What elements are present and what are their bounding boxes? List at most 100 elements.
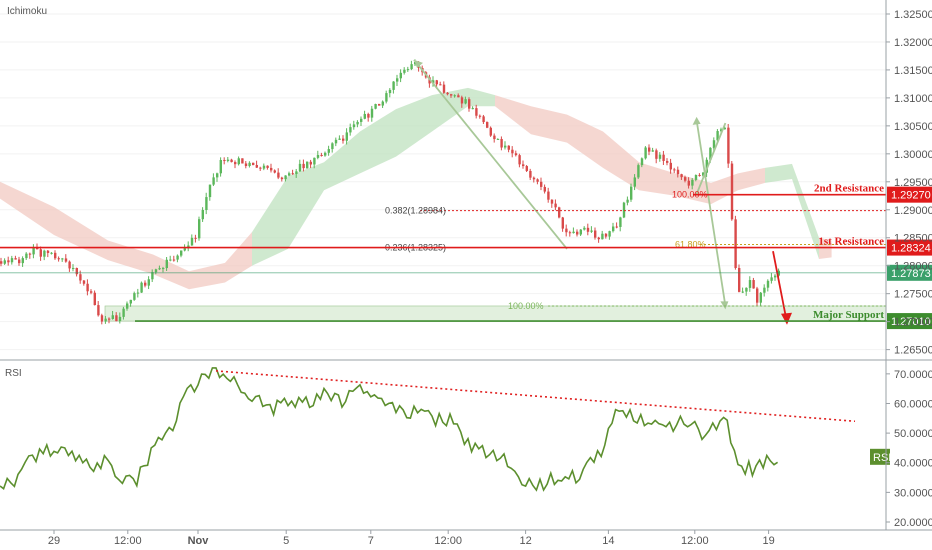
candle-body[interactable] (298, 163, 302, 172)
candle-body[interactable] (241, 158, 244, 164)
candle-body[interactable] (230, 159, 233, 163)
candle-body[interactable] (32, 247, 35, 255)
candle-body[interactable] (752, 280, 755, 289)
candle-body[interactable] (266, 165, 269, 168)
candle-body[interactable] (561, 217, 564, 229)
candle-body[interactable] (414, 62, 417, 65)
candle-body[interactable] (586, 227, 590, 232)
candle-body[interactable] (406, 69, 410, 71)
candle-body[interactable] (691, 179, 694, 186)
candle-body[interactable] (720, 129, 723, 132)
candle-body[interactable] (176, 255, 179, 260)
candle-body[interactable] (255, 164, 258, 168)
price-levels[interactable]: 0.382(1.28984)0.236(1.28325)100.00%61.80… (0, 183, 932, 330)
candle-body[interactable] (756, 288, 759, 303)
candle-body[interactable] (511, 149, 514, 154)
candle-body[interactable] (273, 170, 276, 173)
candle-body[interactable] (766, 280, 770, 288)
candle-body[interactable] (568, 232, 572, 234)
candle-body[interactable] (75, 267, 78, 275)
candle-body[interactable] (392, 81, 395, 90)
candle-body[interactable] (619, 217, 622, 227)
candle-body[interactable] (133, 293, 136, 300)
candle-body[interactable] (68, 261, 71, 269)
candle-body[interactable] (507, 145, 510, 150)
candle-body[interactable] (626, 199, 629, 203)
current-price-tag[interactable] (887, 264, 932, 281)
candle-body[interactable] (259, 167, 262, 169)
candle-body[interactable] (460, 97, 464, 104)
candle-body[interactable] (518, 155, 521, 165)
candle-body[interactable] (770, 277, 773, 281)
candle-body[interactable] (219, 159, 222, 174)
candle-body[interactable] (694, 175, 698, 180)
candle-body[interactable] (356, 121, 359, 125)
candle-body[interactable] (622, 202, 626, 218)
candle-body[interactable] (698, 175, 701, 177)
candle-body[interactable] (104, 318, 107, 322)
candle-body[interactable] (637, 165, 640, 178)
candle-body[interactable] (288, 173, 291, 176)
candle-body[interactable] (79, 274, 82, 281)
price-candles[interactable] (0, 59, 780, 325)
candle-body[interactable] (115, 315, 118, 322)
candle-body[interactable] (468, 99, 471, 109)
candle-body[interactable] (410, 64, 413, 70)
candle-body[interactable] (594, 230, 597, 238)
candle-body[interactable] (439, 84, 442, 86)
candle-body[interactable] (7, 260, 10, 263)
candle-body[interactable] (615, 226, 618, 228)
candle-body[interactable] (190, 237, 194, 246)
level-price-tag[interactable] (887, 313, 932, 330)
candle-body[interactable] (144, 282, 147, 286)
candle-body[interactable] (583, 227, 586, 230)
candle-body[interactable] (648, 147, 651, 152)
candle-body[interactable] (709, 147, 712, 160)
candle-body[interactable] (54, 252, 57, 259)
candle-body[interactable] (612, 226, 615, 232)
candle-body[interactable] (702, 172, 705, 176)
candle-body[interactable] (237, 158, 240, 165)
candle-body[interactable] (21, 258, 24, 264)
candle-body[interactable] (154, 269, 158, 273)
candle-body[interactable] (738, 267, 741, 292)
candle-body[interactable] (478, 115, 482, 117)
candle-body[interactable] (604, 233, 608, 237)
candle-body[interactable] (759, 292, 762, 303)
candle-body[interactable] (673, 169, 676, 171)
candle-body[interactable] (550, 199, 554, 204)
candle-body[interactable] (136, 292, 140, 294)
candle-body[interactable] (18, 259, 21, 264)
candle-body[interactable] (446, 92, 449, 95)
candle-body[interactable] (183, 248, 186, 251)
candle-body[interactable] (651, 150, 654, 152)
candle-body[interactable] (558, 207, 561, 218)
candle-body[interactable] (655, 150, 658, 159)
candle-body[interactable] (100, 315, 104, 322)
candle-body[interactable] (208, 184, 212, 198)
candle-body[interactable] (118, 316, 122, 322)
candle-body[interactable] (716, 131, 719, 141)
candle-body[interactable] (57, 258, 60, 260)
candle-body[interactable] (327, 149, 330, 153)
candle-body[interactable] (277, 172, 280, 178)
candle-body[interactable] (640, 158, 644, 166)
candle-body[interactable] (435, 80, 438, 85)
candle-body[interactable] (486, 122, 489, 128)
candle-body[interactable] (198, 219, 201, 239)
candle-body[interactable] (205, 197, 208, 211)
candle-body[interactable] (313, 157, 316, 165)
candle-body[interactable] (601, 233, 604, 240)
candle-body[interactable] (432, 80, 435, 84)
candle-body[interactable] (334, 139, 338, 144)
candle-body[interactable] (180, 250, 183, 256)
candle-body[interactable] (252, 162, 255, 165)
candle-body[interactable] (579, 229, 582, 235)
candle-body[interactable] (349, 127, 352, 133)
candle-body[interactable] (223, 159, 226, 161)
candle-body[interactable] (748, 280, 752, 288)
candle-body[interactable] (475, 108, 478, 116)
candle-body[interactable] (630, 186, 633, 200)
candle-body[interactable] (471, 108, 474, 110)
candle-body[interactable] (342, 138, 345, 141)
